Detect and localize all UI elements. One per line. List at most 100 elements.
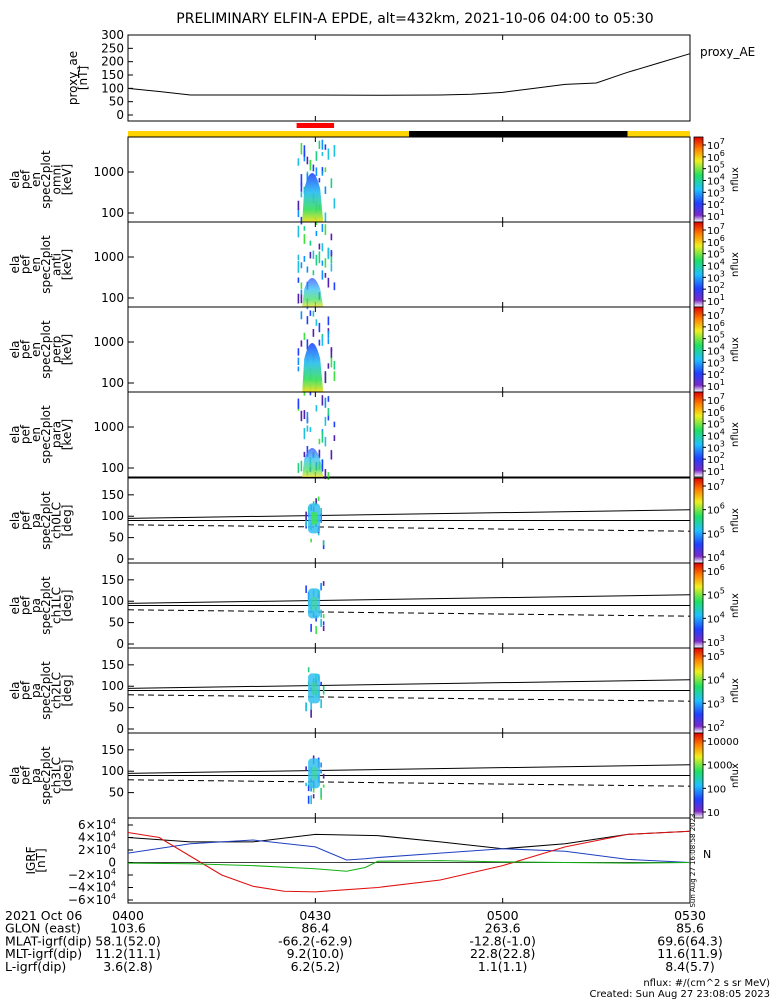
flux-pixel bbox=[321, 431, 324, 443]
flux-pixel bbox=[303, 332, 306, 340]
colorbar bbox=[693, 391, 704, 478]
flux-pixel bbox=[320, 788, 322, 797]
footer-row-label: MLT-igrf(dip) bbox=[5, 946, 82, 961]
flux-pixel bbox=[327, 330, 330, 339]
flux-core bbox=[302, 173, 324, 222]
colorbar-tick-label: 103 bbox=[707, 695, 725, 710]
igrf-frame bbox=[127, 817, 691, 904]
flux-pixel bbox=[322, 625, 325, 632]
colorbar-tick-label: 104 bbox=[707, 549, 725, 564]
flux-pixel bbox=[300, 262, 303, 269]
flux-pixel bbox=[318, 438, 321, 445]
colorbar bbox=[693, 477, 704, 564]
y-axis-label: elapefenspec2plotomni[keV] bbox=[8, 150, 74, 209]
flux-pixel bbox=[315, 625, 317, 635]
flux-pixel bbox=[300, 289, 303, 296]
y-tick-label: 150 bbox=[101, 658, 124, 672]
flux-pixel bbox=[322, 685, 325, 695]
flux-pixel bbox=[297, 200, 300, 210]
y-tick-label: 0 bbox=[116, 722, 124, 736]
flux-pixel bbox=[320, 618, 322, 627]
flux-core-peak bbox=[311, 511, 318, 525]
flux-pixel bbox=[305, 766, 307, 771]
flux-pixel bbox=[318, 322, 321, 333]
footer-value: 0400 bbox=[112, 908, 144, 923]
y-axis-label: elapefpaspec2plotch1LC[deg] bbox=[8, 576, 74, 635]
y-axis-label: elapefenspec2plotpara[keV] bbox=[8, 405, 74, 464]
flux-pixel bbox=[306, 173, 309, 182]
flux-pixel bbox=[324, 167, 327, 173]
flux-pixel bbox=[309, 427, 312, 433]
flux-pixel bbox=[312, 794, 315, 799]
loss-cone-line bbox=[127, 594, 691, 604]
flux-pixel bbox=[333, 371, 336, 382]
flux-pixel bbox=[297, 277, 300, 283]
flux-pixel bbox=[300, 192, 303, 198]
flux-pixel bbox=[300, 216, 303, 225]
flux-pixel bbox=[324, 469, 327, 480]
y-tick-label: 150 bbox=[101, 68, 124, 82]
y-tick-label: 50 bbox=[109, 786, 124, 800]
flux-pixel bbox=[310, 795, 312, 805]
orbit-zone-segment bbox=[409, 131, 628, 137]
colorbar-tick-label: 1000 bbox=[707, 761, 732, 772]
footer-value: 69.6(64.3) bbox=[657, 933, 722, 948]
proxy-ae-frame bbox=[127, 34, 691, 122]
y-tick-label: 1000 bbox=[93, 335, 124, 349]
flux-core-peak bbox=[311, 596, 318, 610]
flux-pixel bbox=[306, 156, 309, 165]
footer-value: 8.4(5.7) bbox=[665, 959, 715, 974]
flux-pixel bbox=[306, 339, 309, 350]
flux-pixel bbox=[330, 256, 333, 264]
footer-value: 1.1(1.1) bbox=[478, 959, 528, 974]
flux-pixel bbox=[303, 451, 306, 458]
flux-pixel bbox=[315, 405, 318, 412]
flux-pixel bbox=[322, 773, 325, 779]
footer-value: 11.6(11.9) bbox=[657, 946, 722, 961]
flux-core bbox=[302, 278, 324, 307]
flux-pixel bbox=[305, 519, 307, 527]
flux-pixel bbox=[327, 338, 330, 345]
flux-pixel bbox=[317, 531, 320, 536]
igrf-legend-marker: N bbox=[703, 848, 711, 861]
flux-pixel bbox=[312, 787, 315, 793]
y-axis-label: elapefpaspec2plotch0LC[deg] bbox=[8, 491, 74, 550]
y-tick-label: 200 bbox=[101, 55, 124, 69]
flux-pixel bbox=[330, 263, 333, 272]
y-tick-label: 100 bbox=[101, 594, 124, 608]
flux-pixel bbox=[297, 225, 300, 238]
flux-pixel bbox=[330, 356, 333, 368]
colorbar-label: nflux bbox=[730, 337, 741, 362]
spectrogram-frame bbox=[127, 221, 691, 308]
colorbar-tick-label: 102 bbox=[707, 719, 725, 734]
y-tick-label: 6×104 bbox=[78, 817, 116, 832]
spectrogram-frame bbox=[127, 391, 691, 478]
colorbar-label: nflux bbox=[730, 593, 741, 618]
colorbar bbox=[693, 136, 704, 223]
figure-title: PRELIMINARY ELFIN-A EPDE, alt=432km, 202… bbox=[176, 11, 653, 27]
orbit-zone-bar bbox=[128, 123, 690, 137]
flux-pixel bbox=[330, 450, 333, 460]
colorbar-tick-label: 104 bbox=[707, 610, 725, 625]
colorbar-label: nflux bbox=[730, 678, 741, 703]
footer-value: 263.6 bbox=[485, 921, 521, 936]
flux-pixel bbox=[324, 144, 327, 150]
flux-pixel bbox=[300, 410, 303, 422]
energy-spectrogram-panel: 1001000107106105104103102101nfluxelapefe… bbox=[8, 391, 741, 480]
colorbar bbox=[693, 647, 704, 734]
flux-pixel bbox=[322, 541, 325, 546]
y-axis-label: proxy_ae[nT] bbox=[66, 51, 90, 105]
loss-cone-line bbox=[127, 679, 691, 689]
flux-core bbox=[302, 448, 324, 477]
flux-pixel bbox=[330, 178, 333, 188]
flux-pixel bbox=[321, 270, 324, 280]
y-axis-label: elapefpaspec2plotch3LC[deg] bbox=[8, 746, 74, 805]
igrf-series-line bbox=[127, 839, 691, 864]
flux-pixel bbox=[297, 348, 300, 356]
flux-pixel bbox=[297, 398, 300, 409]
colorbar-label: nflux bbox=[730, 508, 741, 533]
flux-core bbox=[308, 758, 321, 789]
colorbar-tick-label: 104 bbox=[707, 672, 725, 687]
flux-pixel bbox=[322, 784, 325, 788]
flux-pixel bbox=[320, 507, 322, 517]
